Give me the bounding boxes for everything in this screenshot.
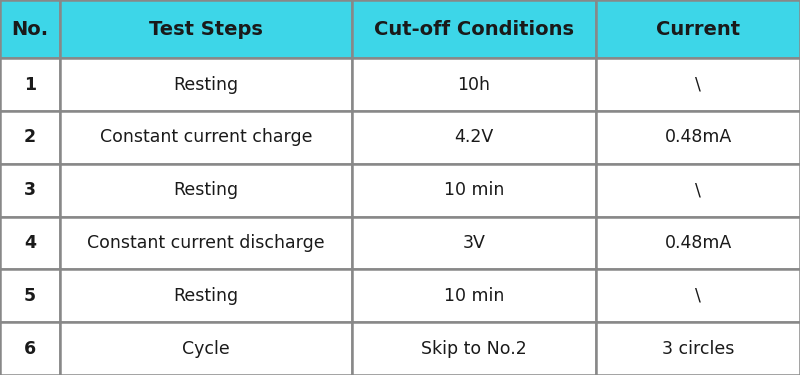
Text: 3 circles: 3 circles [662,340,734,358]
Bar [352,217,596,269]
Bar [60,322,352,375]
Bar [60,269,352,322]
Bar [352,269,596,322]
Text: 4: 4 [24,234,36,252]
Bar [596,164,800,217]
Bar [0,58,60,111]
Bar [60,217,352,269]
Text: 6: 6 [24,340,36,358]
Text: Test Steps: Test Steps [149,20,263,39]
Bar [60,164,352,217]
Bar [596,269,800,322]
Text: Cut-off Conditions: Cut-off Conditions [374,20,574,39]
Bar [60,58,352,111]
Bar [596,322,800,375]
Text: 2: 2 [24,128,36,146]
Bar [0,322,60,375]
Bar [596,217,800,269]
Bar [352,164,596,217]
Bar [596,0,800,58]
Text: No.: No. [11,20,49,39]
Text: \: \ [695,75,701,93]
Text: Constant current charge: Constant current charge [100,128,312,146]
Text: 3V: 3V [462,234,486,252]
Text: \: \ [695,181,701,199]
Text: Resting: Resting [174,287,238,305]
Bar [60,111,352,164]
Bar [60,0,352,58]
Text: Current: Current [656,20,740,39]
Text: Resting: Resting [174,181,238,199]
Bar [0,269,60,322]
Text: 10 min: 10 min [444,181,504,199]
Bar [0,217,60,269]
Text: Constant current discharge: Constant current discharge [87,234,325,252]
Text: 10h: 10h [458,75,490,93]
Text: 5: 5 [24,287,36,305]
Bar [352,0,596,58]
Text: Cycle: Cycle [182,340,230,358]
Bar [352,58,596,111]
Text: 3: 3 [24,181,36,199]
Text: 4.2V: 4.2V [454,128,494,146]
Bar [596,58,800,111]
Bar [596,111,800,164]
Bar [0,164,60,217]
Text: \: \ [695,287,701,305]
Text: 1: 1 [24,75,36,93]
Text: 0.48mA: 0.48mA [664,128,732,146]
Text: 10 min: 10 min [444,287,504,305]
Bar [352,322,596,375]
Bar [0,111,60,164]
Bar [352,111,596,164]
Bar [0,0,60,58]
Text: Skip to No.2: Skip to No.2 [421,340,527,358]
Text: 0.48mA: 0.48mA [664,234,732,252]
Text: Resting: Resting [174,75,238,93]
